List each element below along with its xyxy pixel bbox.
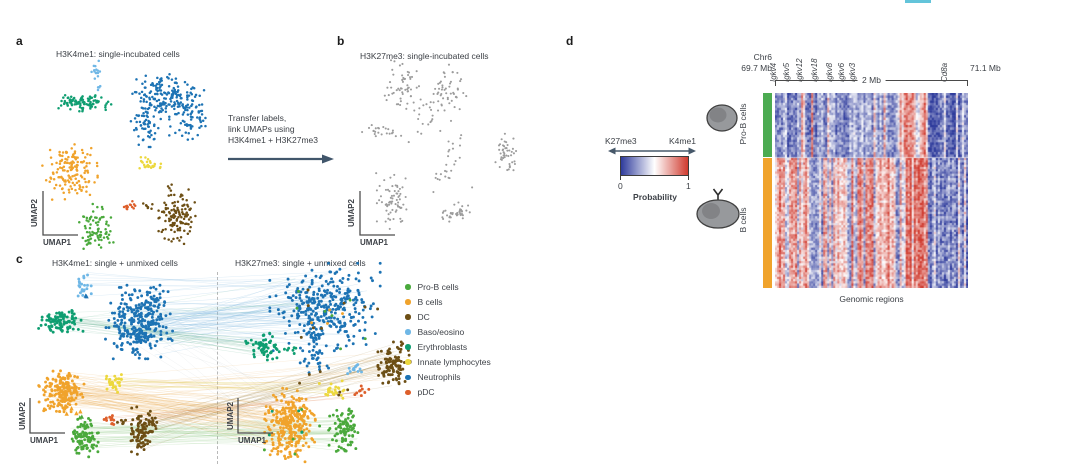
umap-c-left-axes bbox=[29, 398, 65, 434]
legend-dot bbox=[405, 314, 411, 320]
probability-heatmap bbox=[775, 93, 968, 288]
colorbar-double-arrow-icon bbox=[608, 147, 696, 155]
legend-item-pdc: pDC bbox=[405, 387, 491, 398]
umap-c-right-xlabel: UMAP1 bbox=[238, 436, 267, 445]
colorbar-high-label: K4me1 bbox=[669, 136, 696, 146]
b-cell-icon bbox=[696, 188, 740, 229]
row-bar-b-cells bbox=[763, 158, 772, 288]
panel-a-label: a bbox=[16, 34, 23, 48]
cell-type-legend: Pro-B cells B cells DC Baso/eosino Erythrobl… bbox=[405, 282, 491, 403]
umap-c-linked-plots: UMAP2 UMAP1 UMAP2 UMAP1 bbox=[18, 261, 412, 464]
transfer-arrow-line3: H3K4me1 + H3K27me3 bbox=[228, 135, 319, 145]
legend-dot bbox=[405, 374, 411, 381]
scale-bracket: 2 Mb bbox=[775, 75, 968, 86]
colorbar-low-label: K27me3 bbox=[605, 136, 637, 146]
umap-a-plot: UMAP2 UMAP1 bbox=[30, 59, 207, 251]
transfer-arrow-line1: Transfer labels, bbox=[228, 113, 287, 123]
legend-dot bbox=[405, 284, 411, 290]
gene-label-igkv12: Igkv12 bbox=[794, 58, 804, 82]
umap-a-points bbox=[41, 59, 207, 251]
legend-label: DC bbox=[417, 311, 430, 322]
chr-start-label: Chr6 69.7 Mb bbox=[714, 52, 772, 74]
gene-label-igkv5: Igkv5 bbox=[781, 62, 791, 82]
umap-a-xlabel: UMAP1 bbox=[43, 238, 72, 247]
chr-start-pos: 69.7 Mb bbox=[741, 63, 772, 73]
legend-item-erythroblasts: Erythroblasts bbox=[405, 342, 491, 352]
transfer-arrow-icon bbox=[228, 154, 334, 164]
legend-label: pDC bbox=[417, 387, 435, 398]
panel-b-title: H3K27me3: single-incubated cells bbox=[360, 51, 489, 61]
legend-label: Baso/eosino bbox=[417, 327, 465, 338]
colorbar-min: 0 bbox=[618, 181, 623, 191]
transfer-arrow-line2: link UMAPs using bbox=[228, 124, 295, 134]
legend-item-dc: DC bbox=[405, 312, 491, 322]
gene-label-igkv6: Igkv6 bbox=[836, 62, 846, 82]
legend-item-innate-lymphocytes: Innate lymphocytes bbox=[405, 357, 491, 367]
umap-a-ylabel: UMAP2 bbox=[30, 198, 39, 227]
legend-item-neutrophils: Neutrophils bbox=[405, 372, 491, 383]
legend-label: Erythroblasts bbox=[417, 342, 468, 353]
umap-c-right-ylabel: UMAP2 bbox=[226, 401, 235, 430]
colorbar-max: 1 bbox=[686, 181, 691, 191]
scale-bracket-label: 2 Mb bbox=[857, 75, 886, 86]
legend-dot bbox=[405, 359, 411, 365]
legend-label: Neutrophils bbox=[417, 372, 461, 383]
panel-c-divider bbox=[217, 272, 218, 464]
legend-item-b-cells: B cells bbox=[405, 297, 491, 307]
umap-b-plot: UMAP2 UMAP1 bbox=[347, 59, 518, 247]
umap-c-points bbox=[37, 261, 412, 464]
legend-dot bbox=[405, 344, 411, 350]
panel-c-right-title: H3K27me3: single + unmixed cells bbox=[235, 258, 366, 268]
legend-item-pro-b-cells: Pro-B cells bbox=[405, 282, 491, 292]
top-accent-bar bbox=[905, 0, 931, 3]
panel-c-label: c bbox=[16, 252, 23, 266]
panel-b-label: b bbox=[337, 34, 345, 48]
gene-label-igkv8: Igkv8 bbox=[824, 62, 834, 82]
umap-b-points bbox=[361, 59, 518, 230]
row-bar-pro-b-cells bbox=[763, 93, 772, 157]
legend-label: Pro-B cells bbox=[417, 281, 459, 292]
legend-dot bbox=[405, 329, 411, 335]
gene-label-igkv18: Igkv18 bbox=[810, 58, 820, 82]
umap-c-left-ylabel: UMAP2 bbox=[18, 401, 27, 430]
heatmap-xlabel: Genomic regions bbox=[839, 294, 904, 304]
panel-c-left-title: H3K4me1: single + unmixed cells bbox=[52, 258, 178, 268]
legend-label: B cells bbox=[417, 296, 443, 307]
legend-label: Innate lymphocytes bbox=[417, 357, 491, 368]
umap-b-ylabel: UMAP2 bbox=[347, 198, 356, 227]
umap-c-right-axes bbox=[237, 398, 273, 434]
legend-dot bbox=[405, 389, 411, 396]
gene-label-cd8a: Cd8a bbox=[939, 62, 949, 82]
chr-name: Chr6 bbox=[753, 52, 772, 62]
panel-a-title: H3K4me1: single-incubated cells bbox=[56, 49, 180, 59]
legend-dot bbox=[405, 299, 411, 305]
chr-end-pos: 71.1 Mb bbox=[970, 63, 1001, 73]
umap-c-left-xlabel: UMAP1 bbox=[30, 436, 59, 445]
panel-d-label: d bbox=[566, 34, 574, 48]
legend-item-baso-eosino: Baso/eosino bbox=[405, 327, 491, 337]
transfer-arrow-text: Transfer labels, link UMAPs using H3K4me… bbox=[228, 113, 318, 146]
umap-a-axes bbox=[42, 191, 78, 236]
probability-gradient-bar bbox=[620, 156, 689, 180]
umap-b-axes bbox=[359, 191, 395, 236]
pro-b-cell-icon bbox=[706, 104, 738, 132]
umap-b-xlabel: UMAP1 bbox=[360, 238, 389, 247]
gene-label-igkv4: Igkv4 bbox=[768, 62, 778, 82]
colorbar-title: Probability bbox=[633, 192, 677, 202]
